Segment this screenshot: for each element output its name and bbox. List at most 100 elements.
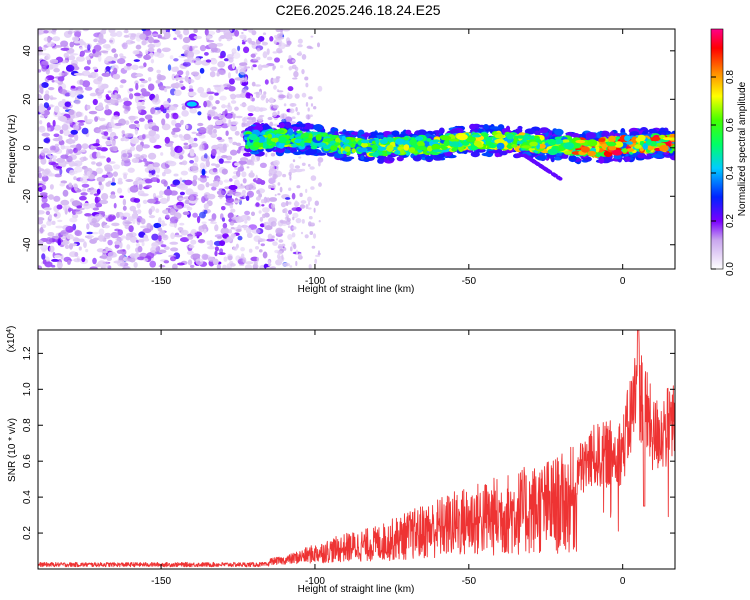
spectrogram-cell [38, 219, 43, 225]
spectrogram-cell [262, 251, 268, 259]
spectrogram-cell [215, 29, 221, 33]
spectrogram-cell [38, 46, 43, 52]
spectrogram-cell [283, 149, 293, 154]
spectrogram-cell [192, 175, 198, 181]
spectrogram-cell [282, 247, 287, 251]
spectrogram-cell [212, 84, 222, 88]
spectrogram-cell [261, 94, 267, 99]
spectrogram-cell [251, 30, 257, 36]
spectrogram-cell [288, 55, 292, 60]
spectrogram-cell [147, 43, 156, 49]
spectrogram-cell [642, 143, 648, 150]
spectrogram-cell [247, 184, 254, 189]
spectrogram-cell [73, 176, 77, 181]
spectrogram-cell [210, 58, 218, 65]
spectrogram-cell [269, 121, 273, 127]
spectrogram-cell [174, 145, 183, 153]
spectrogram-cell [92, 257, 97, 265]
spectrogram-cell [225, 130, 229, 136]
spectrogram-cell [101, 174, 109, 179]
spectrogram-cell [189, 85, 193, 90]
spectrogram-cell [41, 248, 47, 253]
spectrogram-cell [285, 200, 289, 206]
spectrogram-cell [59, 89, 68, 95]
spectrogram-cell [264, 79, 269, 85]
spectrogram-cell [227, 255, 233, 261]
spectrogram-cell [494, 134, 505, 139]
spectrogram-cell [201, 221, 207, 224]
spectrogram-cell [38, 172, 42, 179]
spectrogram-cell [299, 123, 306, 128]
spectrogram-cell [250, 53, 256, 58]
spectrogram-cell [154, 133, 160, 140]
spectrogram-cell [138, 183, 143, 191]
spectrogram-cell [43, 30, 49, 34]
spectrogram-cell [159, 190, 164, 196]
spectrogram-x-ticks: -150 -100 -50 0 [151, 29, 626, 287]
spectrogram-cell [279, 186, 283, 193]
spectrogram-cell [89, 53, 93, 57]
spectrogram-cell [250, 170, 254, 176]
spectrogram-cell [43, 93, 50, 101]
spectrogram-cell [147, 198, 156, 204]
spectrogram-cell [298, 51, 302, 57]
spectrogram-cell [270, 152, 276, 157]
spectrogram-cell [228, 189, 233, 194]
spectrogram-cell [70, 129, 78, 135]
spectrogram-cell [158, 217, 162, 224]
spectrogram-cell [296, 185, 301, 189]
spectrogram-cell [289, 174, 292, 181]
spectrogram-cell [277, 110, 280, 116]
spectrogram-cell [261, 64, 270, 68]
spectrogram-cell [72, 36, 79, 42]
spectrogram-cell [122, 153, 127, 158]
spectrogram-cell [293, 201, 300, 207]
spectrogram-cell [197, 177, 203, 181]
spectrogram-cell [317, 157, 324, 163]
spectrogram-cell [154, 107, 161, 111]
spectrogram-cell [231, 52, 234, 57]
spectrogram-cell [164, 142, 173, 147]
spectrogram-cell [230, 263, 236, 267]
spectrogram-cell [242, 178, 247, 184]
y-tick-label: 40 [22, 45, 33, 57]
spectrogram-cell [103, 131, 109, 137]
spectrogram-cell [56, 204, 63, 210]
spectrogram-cell [245, 184, 250, 191]
spectrogram-cell [243, 65, 248, 70]
spectrogram-cell [494, 138, 505, 144]
spectrogram-cell [547, 148, 558, 156]
spectrogram-cell [613, 154, 622, 160]
spectrogram-cell [230, 227, 235, 230]
spectrogram-cell [228, 137, 233, 140]
spectrogram-cell [239, 68, 246, 76]
spectrogram-cell [612, 149, 623, 156]
spectrogram-cell [280, 202, 287, 208]
spectrogram-cell [297, 38, 303, 44]
spectrogram-cell [277, 250, 283, 255]
spectrogram-cell [60, 40, 69, 47]
spectrogram-cell [415, 136, 424, 141]
spectrogram-cell [134, 128, 138, 135]
spectrogram-cell [73, 72, 83, 76]
spectrogram-cell [133, 210, 138, 214]
spectrogram-y-label: Frequency (Hz) [7, 115, 18, 184]
spectrogram-cell [81, 127, 89, 135]
spectrogram-cell [135, 144, 144, 152]
spectrogram-cell [68, 55, 76, 61]
spectrogram-cell [301, 219, 305, 224]
spectrogram-cell [527, 135, 535, 140]
spectrogram-cell [141, 241, 145, 247]
spectrogram-cell [165, 160, 174, 165]
spectrogram-cell [266, 197, 271, 203]
spectrogram-cell [281, 243, 286, 247]
spectrogram-cell [48, 214, 52, 220]
spectrogram-cell [241, 88, 248, 96]
spectrogram-cell [49, 104, 54, 108]
spectrogram-cell [292, 77, 298, 80]
spectrogram-cell [62, 189, 69, 197]
spectrogram-cell [469, 123, 476, 130]
spectrogram-cell [269, 36, 274, 42]
spectrogram-cell [303, 132, 310, 138]
spectrogram-cell [155, 93, 160, 101]
